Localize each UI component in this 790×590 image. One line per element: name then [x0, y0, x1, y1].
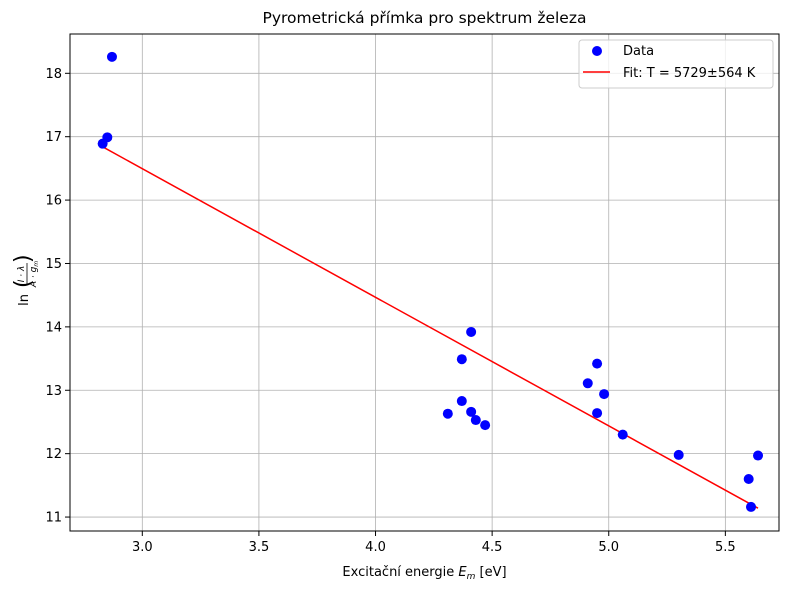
x-tick-label: 3.0: [132, 540, 153, 555]
y-axis: 11 12 13 14 15 16 17 18: [45, 67, 70, 526]
data-point: [480, 420, 491, 431]
plot-frame: [69, 33, 780, 532]
x-axis-label: Excitační energie Em [eV]: [342, 565, 506, 582]
legend-fit-label: Fit: T = 5729±564 K: [623, 66, 756, 81]
x-tick-label: 5.0: [598, 540, 619, 555]
svg-text:): ): [11, 254, 36, 263]
data-point: [470, 415, 481, 426]
y-tick-label: 11: [45, 511, 62, 526]
x-tick-label: 4.5: [482, 540, 503, 555]
y-tick-label: 14: [45, 320, 62, 335]
x-tick-label: 4.0: [365, 540, 386, 555]
data-point: [743, 474, 754, 485]
data-point: [106, 51, 117, 62]
fit-layer: [102, 146, 759, 509]
fit-line: [102, 146, 759, 509]
points-layer: [97, 51, 764, 512]
y-tick-label: 12: [45, 447, 62, 462]
data-point: [592, 408, 603, 419]
y-tick-label: 17: [45, 130, 62, 145]
chart-title: Pyrometrická přímka pro spektrum železa: [263, 9, 587, 27]
legend-data-marker: [592, 46, 602, 56]
x-axis: 3.0 3.5 4.0 4.5 5.0 5.5: [132, 531, 736, 555]
data-point: [466, 326, 477, 337]
data-point: [582, 378, 593, 389]
data-point: [617, 429, 628, 440]
grid: [70, 34, 779, 531]
legend-data-label: Data: [623, 44, 654, 59]
x-tick-label: 3.5: [249, 540, 270, 555]
x-tick-label: 5.5: [715, 540, 736, 555]
legend: Data Fit: T = 5729±564 K: [578, 39, 774, 89]
legend-box: [578, 39, 774, 89]
y-tick-label: 15: [45, 257, 62, 272]
data-point: [592, 358, 603, 369]
y-tick-label: 13: [45, 384, 62, 399]
svg-text:ln: ln: [17, 294, 32, 306]
data-point: [746, 501, 757, 512]
data-point: [673, 449, 684, 460]
data-point: [442, 408, 453, 419]
data-point: [599, 389, 610, 400]
data-point: [456, 354, 467, 365]
data-point: [753, 450, 764, 461]
y-tick-label: 16: [45, 194, 62, 209]
data-point: [456, 396, 467, 407]
y-axis-label: ln ( I · λ A · gm ): [11, 254, 40, 305]
data-point: [102, 132, 113, 143]
y-tick-label: 18: [45, 67, 62, 82]
svg-text:(: (: [11, 279, 36, 288]
svg-text:A · gm: A · gm: [29, 261, 40, 288]
data-point: [466, 406, 477, 417]
svg-text:I · λ: I · λ: [17, 266, 27, 283]
